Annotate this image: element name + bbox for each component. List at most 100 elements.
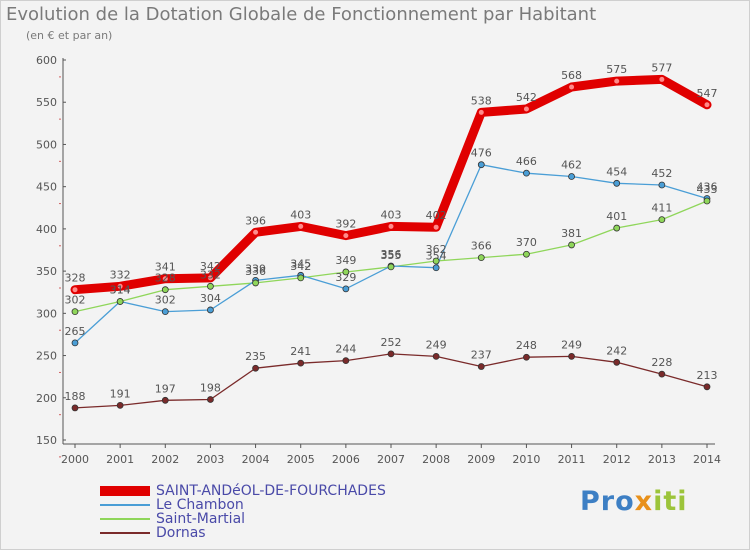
data-label-saint-andeol: 403: [290, 208, 311, 221]
data-label-saint-martial: 355: [381, 249, 402, 262]
data-point-le-chambon: [523, 169, 530, 177]
data-label-le-chambon: 454: [606, 165, 627, 178]
data-point-le-chambon: [71, 339, 79, 347]
data-label-saint-andeol: 547: [697, 87, 718, 100]
y-tick-label: 200: [36, 392, 57, 405]
data-point-saint-martial: [523, 250, 530, 258]
data-point-le-chambon: [477, 161, 485, 169]
data-label-saint-andeol: 328: [65, 272, 86, 285]
data-point-le-chambon: [161, 308, 169, 316]
data-point-saint-martial: [658, 216, 666, 224]
x-tick-label: 2009: [467, 453, 495, 466]
data-label-dornas: 197: [155, 382, 176, 395]
data-point-saint-andeol: [433, 224, 439, 230]
x-tick-label: 2006: [332, 453, 360, 466]
data-point-le-chambon: [207, 306, 214, 314]
data-point-saint-andeol: [72, 287, 78, 293]
data-label-le-chambon: 462: [561, 159, 582, 172]
data-label-saint-martial: 411: [651, 202, 672, 215]
data-label-saint-andeol: 403: [381, 208, 402, 221]
data-point-saint-martial: [703, 197, 711, 205]
x-tick-label: 2014: [693, 453, 721, 466]
legend-label-saint-andeol: SAINT-ANDéOL-DE-FOURCHADES: [156, 483, 386, 499]
legend-item-le-chambon: Le Chambon: [100, 498, 386, 512]
data-label-dornas: 191: [110, 387, 131, 400]
data-label-saint-martial: 342: [290, 260, 311, 273]
data-label-saint-andeol: 575: [606, 63, 627, 76]
chart-title: Evolution de la Dotation Globale de Fonc…: [6, 4, 597, 25]
data-label-saint-andeol: 342: [200, 260, 221, 273]
data-point-saint-martial: [432, 257, 440, 265]
x-tick-label: 2010: [512, 453, 540, 466]
x-tick-label: 2012: [603, 453, 631, 466]
data-label-dornas: 248: [516, 339, 537, 352]
legend-label-dornas: Dornas: [156, 525, 206, 541]
data-label-saint-martial: 433: [697, 183, 718, 196]
data-label-dornas: 249: [426, 338, 447, 351]
data-label-saint-andeol: 542: [516, 91, 537, 104]
data-label-saint-andeol: 402: [426, 209, 447, 222]
data-point-dornas: [207, 396, 214, 403]
x-tick-label: 2008: [422, 453, 450, 466]
y-tick-label: 600: [36, 54, 57, 67]
data-label-dornas: 235: [245, 350, 266, 363]
data-label-saint-martial: 370: [516, 236, 537, 249]
x-tick-label: 2007: [377, 453, 405, 466]
legend-swatch-dornas: [100, 532, 150, 534]
data-label-dornas: 228: [651, 356, 672, 369]
data-label-le-chambon: 345: [290, 257, 311, 270]
data-point-saint-martial: [613, 224, 621, 232]
data-label-le-chambon: 354: [426, 250, 447, 263]
data-point-saint-martial: [342, 268, 350, 276]
y-tick-label: 250: [36, 350, 57, 363]
data-point-saint-andeol: [659, 76, 665, 82]
data-label-dornas: 188: [65, 390, 86, 403]
x-tick-label: 2004: [242, 453, 270, 466]
data-point-saint-martial: [116, 298, 124, 305]
data-label-le-chambon: 314: [110, 284, 131, 297]
data-label-dornas: 252: [381, 336, 402, 349]
data-point-saint-martial: [161, 286, 169, 294]
data-point-dornas: [568, 352, 575, 360]
data-point-dornas: [613, 358, 621, 366]
data-point-dornas: [658, 370, 666, 378]
data-label-saint-martial: 381: [561, 227, 582, 240]
legend-swatch-saint-andeol: [100, 486, 150, 496]
y-tick-label: 150: [36, 434, 57, 447]
data-label-saint-andeol: 538: [471, 94, 492, 107]
legend-item-dornas: Dornas: [100, 526, 386, 540]
data-point-saint-martial: [387, 263, 395, 271]
data-label-saint-martial: 328: [155, 272, 176, 285]
data-point-saint-andeol: [253, 229, 259, 235]
data-label-le-chambon: 436: [697, 180, 718, 193]
data-label-saint-andeol: 568: [561, 69, 582, 82]
data-point-le-chambon: [658, 181, 666, 189]
y-tick-label: 450: [36, 181, 57, 194]
data-point-dornas: [161, 396, 169, 404]
data-label-le-chambon: 356: [381, 248, 402, 261]
data-point-saint-martial: [297, 274, 305, 282]
data-label-saint-martial: 362: [426, 243, 447, 256]
data-point-saint-martial: [477, 254, 485, 262]
legend-item-saint-andeol: SAINT-ANDéOL-DE-FOURCHADES: [100, 484, 386, 498]
data-point-saint-andeol: [614, 78, 620, 84]
x-tick-label: 2011: [558, 453, 586, 466]
x-tick-label: 2013: [648, 453, 676, 466]
data-point-le-chambon: [568, 173, 575, 180]
data-label-le-chambon: 329: [335, 271, 356, 284]
data-point-saint-andeol: [523, 106, 529, 112]
data-point-dornas: [387, 350, 395, 358]
legend-swatch-saint-martial: [100, 518, 150, 520]
data-label-saint-martial: 349: [335, 254, 356, 267]
data-point-dornas: [523, 353, 530, 361]
data-point-saint-andeol: [569, 84, 575, 90]
data-point-saint-andeol: [117, 283, 123, 289]
data-point-saint-martial: [252, 279, 259, 287]
data-point-dornas: [703, 383, 711, 391]
data-point-saint-andeol: [388, 223, 394, 229]
data-label-dornas: 249: [561, 338, 582, 351]
data-point-saint-andeol: [298, 223, 304, 229]
data-label-saint-martial: 314: [110, 284, 131, 297]
